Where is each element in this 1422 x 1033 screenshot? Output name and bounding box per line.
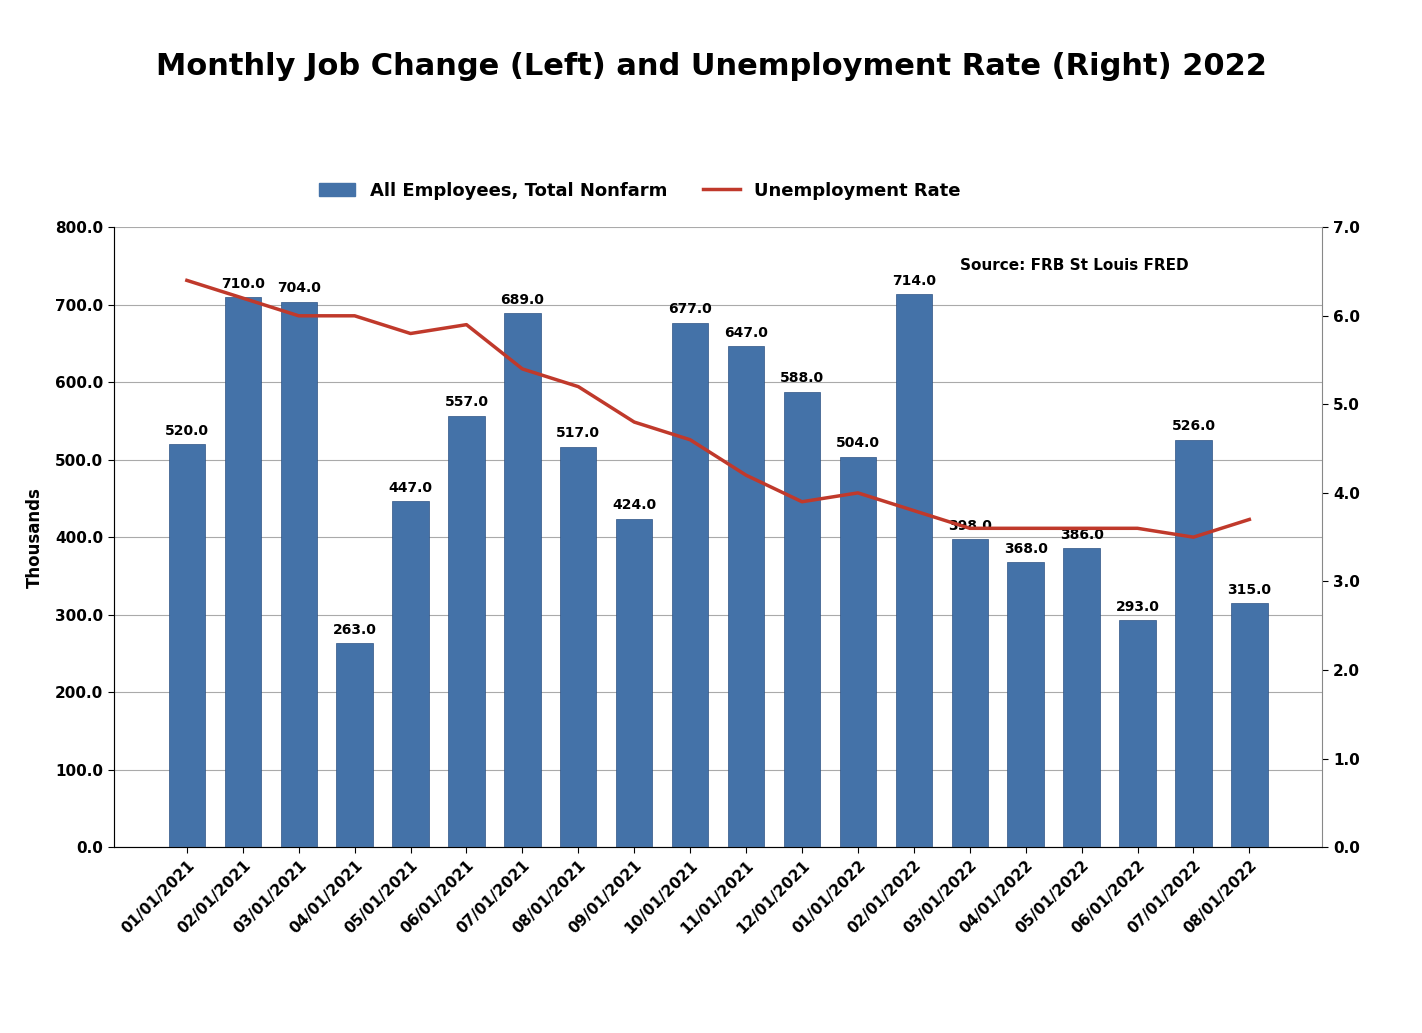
Text: 386.0: 386.0: [1059, 528, 1103, 541]
Text: 263.0: 263.0: [333, 623, 377, 637]
Text: 447.0: 447.0: [388, 480, 432, 495]
Text: 368.0: 368.0: [1004, 541, 1048, 556]
Y-axis label: Thousands: Thousands: [26, 487, 44, 588]
Text: Source: FRB St Louis FRED: Source: FRB St Louis FRED: [960, 258, 1189, 274]
Text: 517.0: 517.0: [556, 427, 600, 440]
Text: 647.0: 647.0: [724, 325, 768, 340]
Bar: [673, 322, 708, 847]
Bar: [280, 302, 317, 847]
Legend: All Employees, Total Nonfarm, Unemployment Rate: All Employees, Total Nonfarm, Unemployme…: [313, 175, 967, 207]
Bar: [505, 313, 540, 847]
Bar: [1231, 603, 1267, 847]
Bar: [560, 446, 596, 847]
Bar: [1119, 620, 1156, 847]
Text: 520.0: 520.0: [165, 424, 209, 438]
Text: 557.0: 557.0: [445, 396, 489, 409]
Text: 424.0: 424.0: [611, 498, 657, 512]
Text: 588.0: 588.0: [779, 371, 825, 385]
Text: 315.0: 315.0: [1227, 583, 1271, 597]
Text: 677.0: 677.0: [668, 303, 712, 316]
Text: 526.0: 526.0: [1172, 419, 1216, 434]
Bar: [225, 298, 262, 847]
Bar: [896, 293, 931, 847]
Bar: [1064, 547, 1099, 847]
Text: 293.0: 293.0: [1116, 600, 1159, 614]
Bar: [840, 457, 876, 847]
Bar: [616, 519, 653, 847]
Bar: [1008, 562, 1044, 847]
Text: 504.0: 504.0: [836, 436, 880, 450]
Bar: [728, 346, 764, 847]
Text: 704.0: 704.0: [277, 281, 320, 295]
Bar: [1175, 440, 1212, 847]
Text: 710.0: 710.0: [220, 277, 264, 291]
Text: 714.0: 714.0: [892, 274, 936, 287]
Bar: [169, 444, 205, 847]
Text: Monthly Job Change (Left) and Unemployment Rate (Right) 2022: Monthly Job Change (Left) and Unemployme…: [155, 52, 1267, 81]
Bar: [784, 392, 820, 847]
Text: 398.0: 398.0: [948, 519, 991, 533]
Bar: [392, 501, 428, 847]
Bar: [951, 539, 988, 847]
Bar: [448, 415, 485, 847]
Text: 689.0: 689.0: [501, 293, 545, 307]
Bar: [337, 644, 373, 847]
